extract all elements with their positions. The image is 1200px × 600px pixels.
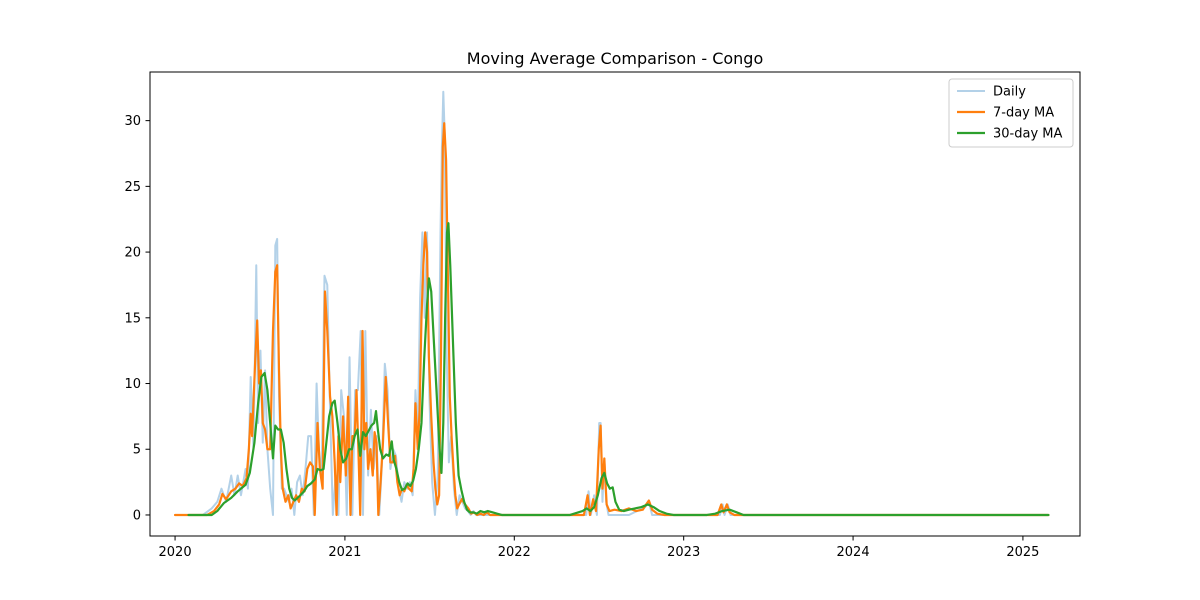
plot-frame — [149, 71, 1081, 537]
y-tick-label: 20 — [124, 246, 141, 261]
series-line-daily — [174, 90, 1050, 516]
x-tick-label: 2020 — [159, 545, 192, 560]
y-tick-label: 10 — [124, 377, 141, 392]
legend-label-daily: Daily — [993, 85, 1026, 100]
legend: Daily 7-day MA 30-day MA — [948, 78, 1074, 148]
x-axis: 2020 2021 2022 2023 2024 2025 — [159, 536, 1039, 560]
legend-box — [948, 78, 1074, 148]
y-tick-label: 25 — [124, 180, 141, 195]
x-tick-label: 2023 — [667, 545, 700, 560]
series-line-7-day-ma — [173, 122, 1050, 517]
x-tick-label: 2024 — [837, 545, 870, 560]
legend-label-30-day-ma: 30-day MA — [993, 127, 1062, 142]
y-tick-label: 0 — [133, 508, 141, 523]
x-tick-label: 2025 — [1006, 545, 1039, 560]
series-line-30-day-ma — [187, 222, 1050, 517]
y-axis: 0 5 10 15 20 25 30 — [124, 114, 150, 523]
x-tick-label: 2022 — [498, 545, 531, 560]
legend-label-7-day-ma: 7-day MA — [993, 106, 1054, 121]
chart-title: Moving Average Comparison - Congo — [467, 49, 763, 68]
y-tick-label: 30 — [124, 114, 141, 129]
series-layer — [173, 90, 1050, 517]
y-tick-label: 5 — [133, 443, 141, 458]
x-tick-label: 2021 — [328, 545, 361, 560]
y-tick-label: 15 — [124, 311, 141, 326]
